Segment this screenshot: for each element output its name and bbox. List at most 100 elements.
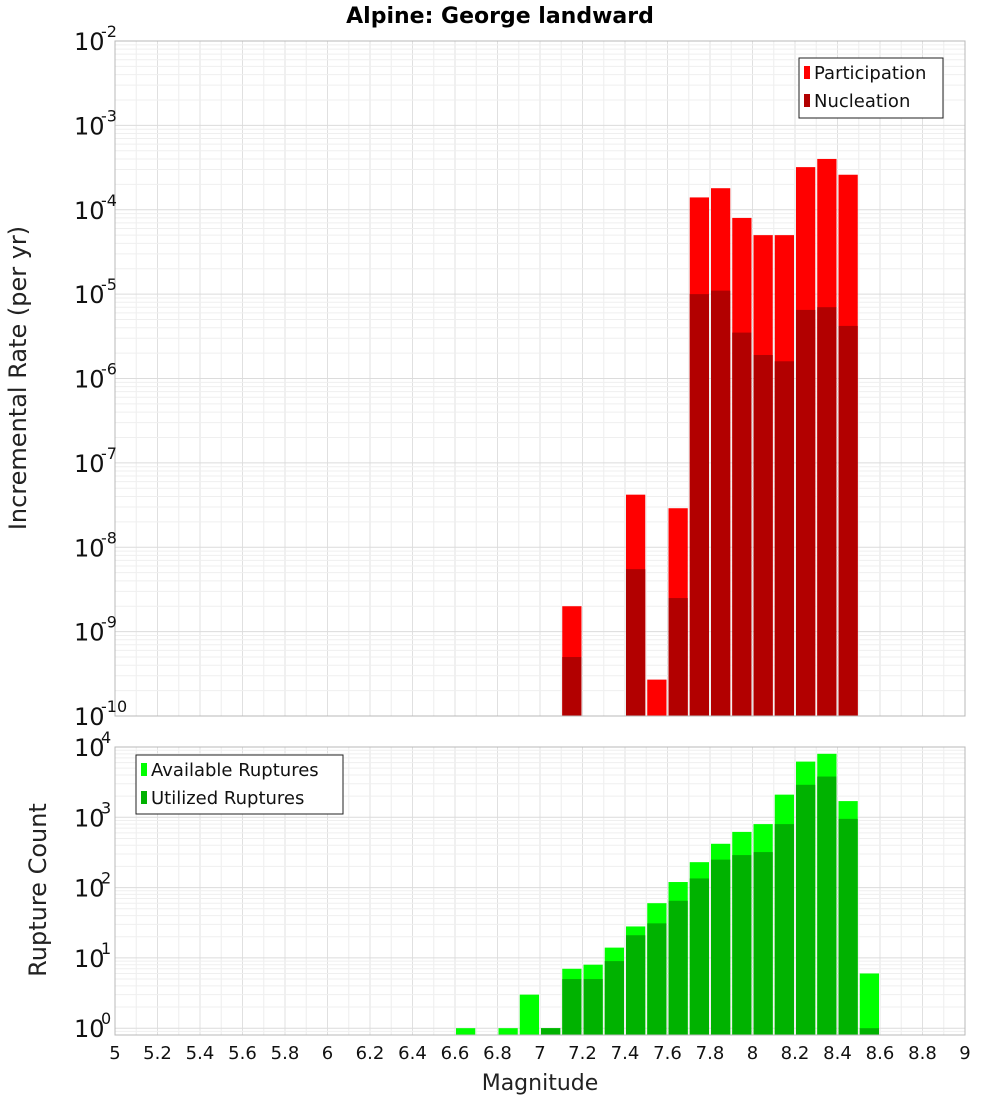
count-bar: [541, 1028, 561, 1035]
chart-title: Alpine: George landward: [346, 4, 654, 29]
count-legend-label: Available Ruptures: [151, 760, 319, 781]
rate-y-tick-label: 10: [74, 112, 105, 140]
count-bar: [604, 961, 624, 1035]
rate-y-tick-exponent: -7: [101, 444, 117, 463]
count-bar: [774, 824, 794, 1035]
count-y-tick-label: 10: [74, 804, 105, 832]
count-bar: [456, 1028, 476, 1035]
count-bar: [753, 852, 773, 1035]
x-tick-label: 7.2: [568, 1043, 597, 1064]
x-axis-ticks: 5 5.2 5.4 5.6 5.8 6 6.2 6.4 6.6 6.8 7 7.2 7.4 7.6 7.8 8…: [109, 1043, 970, 1064]
count-y-tick-label: 10: [74, 945, 105, 973]
count-legend: Available Ruptures Utilized Ruptures: [135, 754, 344, 815]
x-tick-label: 5.4: [186, 1043, 215, 1064]
rate-bar: [753, 354, 773, 716]
rate-bar: [732, 332, 752, 716]
count-bar: [859, 1028, 879, 1035]
count-y-tick-label: 10: [74, 875, 105, 903]
x-tick-label: 8.2: [781, 1043, 810, 1064]
count-legend-box: [135, 754, 344, 815]
rate-y-tick-exponent: -9: [101, 613, 117, 632]
x-tick-label: 8.6: [866, 1043, 895, 1064]
rate-legend-box: [798, 57, 944, 119]
rate-series-secondary: [562, 290, 858, 716]
count-legend-swatch: [141, 763, 147, 776]
count-bar: [498, 1028, 518, 1035]
x-tick-label: 7.6: [653, 1043, 682, 1064]
rate-y-tick-label: 10: [74, 281, 105, 309]
x-tick-label: 5.6: [228, 1043, 257, 1064]
rate-y-tick-exponent: -4: [101, 191, 117, 210]
rate-legend: Participation Nucleation: [798, 57, 944, 119]
rate-bar: [647, 679, 667, 716]
count-bar: [668, 900, 688, 1035]
rate-bar: [796, 309, 816, 716]
rate-y-tick-label: 10: [74, 197, 105, 225]
rate-bar: [817, 307, 837, 716]
x-tick-label: 8.8: [908, 1043, 937, 1064]
rate-legend-swatch: [804, 94, 810, 107]
rate-legend-label: Participation: [814, 63, 926, 84]
count-bar: [583, 979, 603, 1035]
rate-y-tick-label: 10: [74, 450, 105, 478]
rate-y-tick-exponent: -5: [101, 275, 117, 294]
x-tick-label: 5.2: [143, 1043, 172, 1064]
x-tick-label: 7: [534, 1043, 545, 1064]
x-tick-label: 6.8: [483, 1043, 512, 1064]
x-tick-label: 7.8: [696, 1043, 725, 1064]
rate-grid: [114, 40, 966, 717]
count-y-tick-exponent: 0: [101, 1009, 111, 1028]
rate-bar: [838, 325, 858, 716]
count-bar: [711, 859, 731, 1035]
x-tick-label: 8.4: [823, 1043, 852, 1064]
rate-legend-label: Nucleation: [814, 91, 910, 112]
rate-y-tick-exponent: -10: [101, 697, 127, 716]
rate-bar: [626, 569, 646, 716]
x-tick-label: 6.6: [441, 1043, 470, 1064]
x-tick-label: 9: [959, 1043, 970, 1064]
x-tick-label: 6.4: [398, 1043, 427, 1064]
rate-y-tick-exponent: -6: [101, 360, 117, 379]
x-tick-label: 5: [109, 1043, 120, 1064]
count-y-tick-exponent: 2: [101, 869, 111, 888]
count-bar: [838, 818, 858, 1035]
count-legend-swatch: [141, 791, 147, 804]
x-tick-label: 8: [747, 1043, 758, 1064]
count-bar: [817, 776, 837, 1035]
rate-bar: [562, 657, 582, 716]
rate-bar: [689, 294, 709, 716]
count-bar: [647, 923, 667, 1035]
rate-y-tick-exponent: -3: [101, 106, 117, 125]
rate-y-tick-label: 10: [74, 366, 105, 394]
x-axis-label: Magnitude: [482, 1071, 599, 1096]
rate-y-tick-label: 10: [74, 619, 105, 647]
rate-legend-swatch: [804, 66, 810, 79]
count-plot-frame: [114, 746, 966, 1036]
rate-plot-frame: [114, 40, 966, 717]
count-y-tick-exponent: 3: [101, 798, 111, 817]
x-tick-label: 7.4: [611, 1043, 640, 1064]
rate-y-tick-label: 10: [74, 28, 105, 56]
count-bar: [562, 979, 582, 1035]
count-legend-label: Utilized Ruptures: [151, 788, 304, 809]
count-bar: [796, 784, 816, 1035]
x-tick-label: 5.8: [271, 1043, 300, 1064]
count-series-secondary: [541, 776, 879, 1035]
rate-y-tick-label: 10: [74, 703, 105, 731]
count-y-tick-label: 10: [74, 1015, 105, 1043]
rate-y-tick-label: 10: [74, 534, 105, 562]
count-y-tick-exponent: 1: [101, 939, 111, 958]
count-bar: [626, 935, 646, 1035]
count-y-tick-label: 10: [74, 734, 105, 762]
count-y-tick-exponent: 4: [101, 728, 111, 747]
x-tick-label: 6.2: [356, 1043, 385, 1064]
x-tick-label: 6: [322, 1043, 333, 1064]
rate-bar: [711, 290, 731, 716]
rate-y-tick-exponent: -2: [101, 22, 117, 41]
count-bar: [689, 878, 709, 1035]
count-bar: [519, 994, 539, 1035]
count-bar: [732, 855, 752, 1035]
top-y-axis-label: Incremental Rate (per yr): [4, 226, 32, 530]
